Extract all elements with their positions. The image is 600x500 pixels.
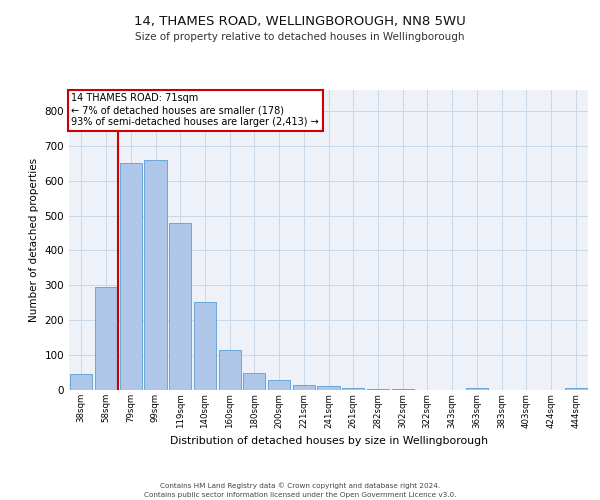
Bar	[194, 302, 216, 390]
Text: 14, THAMES ROAD, WELLINGBOROUGH, NN8 5WU: 14, THAMES ROAD, WELLINGBOROUGH, NN8 5WU	[134, 15, 466, 28]
Bar	[145, 160, 167, 390]
Bar	[218, 350, 241, 390]
Bar	[119, 164, 142, 390]
Text: Size of property relative to detached houses in Wellingborough: Size of property relative to detached ho…	[135, 32, 465, 42]
Bar	[169, 222, 191, 390]
X-axis label: Distribution of detached houses by size in Wellingborough: Distribution of detached houses by size …	[170, 436, 487, 446]
Text: Contains HM Land Registry data © Crown copyright and database right 2024.
Contai: Contains HM Land Registry data © Crown c…	[144, 482, 456, 498]
Bar	[95, 287, 117, 390]
Bar	[70, 374, 92, 390]
Bar	[565, 388, 587, 390]
Bar	[293, 385, 315, 390]
Bar	[466, 388, 488, 390]
Bar	[243, 372, 265, 390]
Bar	[342, 388, 364, 390]
Y-axis label: Number of detached properties: Number of detached properties	[29, 158, 39, 322]
Text: 14 THAMES ROAD: 71sqm
← 7% of detached houses are smaller (178)
93% of semi-deta: 14 THAMES ROAD: 71sqm ← 7% of detached h…	[71, 94, 319, 126]
Bar	[268, 380, 290, 390]
Bar	[317, 386, 340, 390]
